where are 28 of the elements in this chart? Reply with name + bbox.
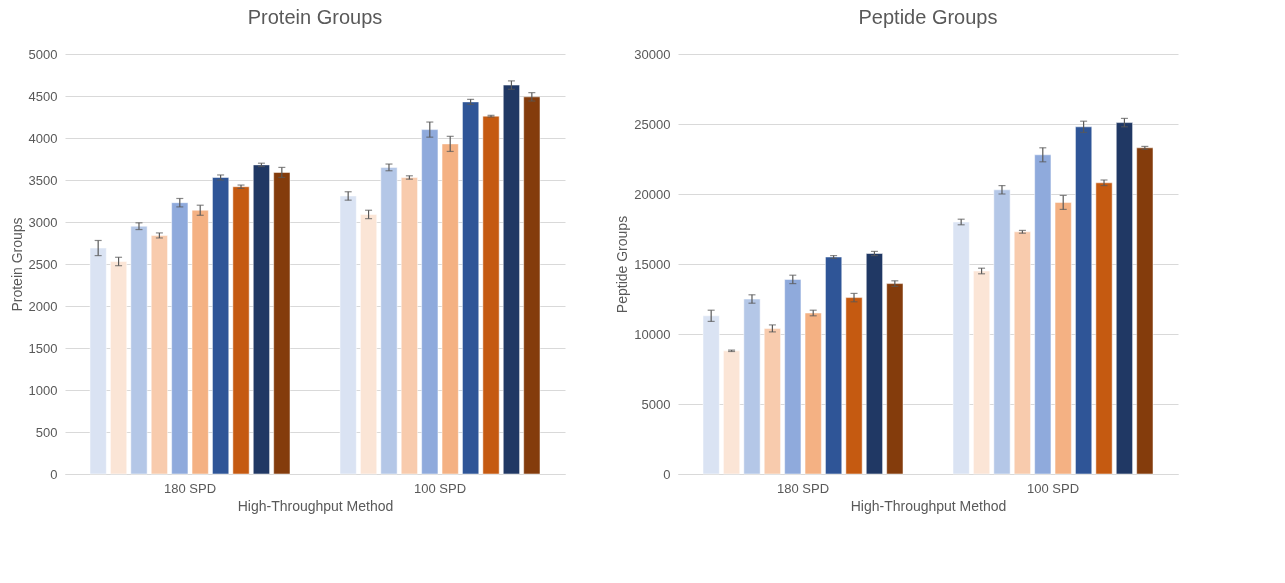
y-tick-label: 4000 [28, 130, 58, 146]
y-tick-label: 1500 [28, 340, 58, 356]
x-axis-title: High-Throughput Method [237, 497, 394, 514]
y-axis-title: Protein Groups [8, 217, 25, 312]
y-tick-label: 20000 [634, 186, 671, 202]
x-tick-label: 180 SPD [776, 480, 830, 496]
y-axis-title: Peptide Groups [614, 215, 631, 314]
y-tick-label: 10000 [634, 326, 671, 342]
y-tick-label: 1000 [28, 382, 58, 398]
y-tick-label: 500 [35, 424, 58, 440]
y-tick-label: 0 [663, 466, 671, 482]
y-tick-label: 3000 [28, 214, 58, 230]
x-axis-title: High-Throughput Method [850, 497, 1007, 514]
y-tick-label: 3500 [28, 172, 58, 188]
y-tick-label: 5000 [641, 396, 671, 412]
chart-title: Peptide Groups [858, 6, 998, 28]
y-tick-label: 2000 [28, 298, 58, 314]
x-tick-label: 100 SPD [413, 480, 467, 496]
x-tick-label: 100 SPD [1026, 480, 1080, 496]
y-tick-label: 25000 [634, 116, 671, 132]
y-tick-label: 4500 [28, 88, 58, 104]
y-tick-label: 15000 [634, 256, 671, 272]
x-tick-label: 180 SPD [163, 480, 217, 496]
y-tick-label: 0 [50, 466, 58, 482]
y-tick-label: 2500 [28, 256, 58, 272]
y-tick-label: 30000 [634, 46, 671, 62]
y-tick-label: 5000 [28, 46, 58, 62]
chart-title: Protein Groups [247, 6, 383, 28]
